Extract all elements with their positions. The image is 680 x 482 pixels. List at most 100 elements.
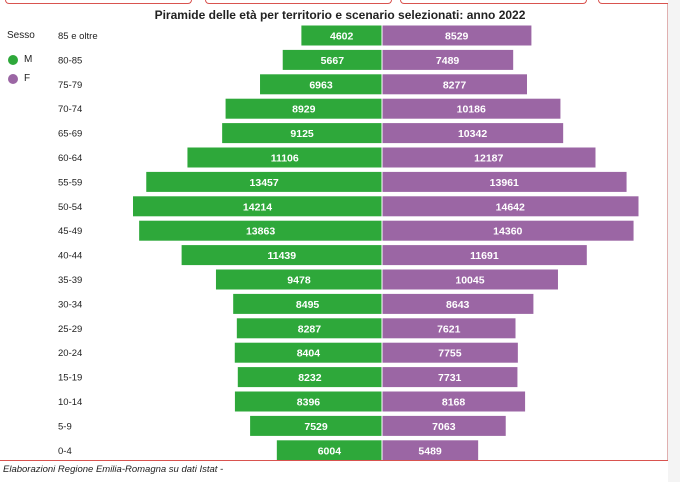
bar-male[interactable]: [133, 196, 382, 217]
bar-male[interactable]: [234, 342, 382, 363]
data-label-female: 7755: [438, 348, 462, 360]
data-label-male: 8232: [298, 372, 322, 384]
data-label-male: 8396: [297, 397, 321, 409]
age-group-label: 45-49: [58, 226, 82, 237]
legend-label-female: F: [24, 73, 31, 84]
age-group-label: 50-54: [58, 202, 82, 213]
data-label-female: 8277: [443, 79, 467, 91]
data-label-male: 11439: [267, 250, 296, 262]
age-group-label: 25-29: [58, 324, 82, 335]
data-label-male: 6963: [309, 79, 333, 91]
bar-female[interactable]: [382, 196, 639, 217]
data-label-male: 13457: [250, 177, 279, 189]
scrollbar-gutter[interactable]: [668, 0, 680, 482]
bar-male[interactable]: [301, 25, 382, 46]
data-label-female: 7489: [436, 55, 460, 67]
bar-female[interactable]: [382, 245, 587, 266]
bar-female[interactable]: [382, 25, 532, 46]
data-label-male: 7529: [304, 421, 328, 433]
age-group-label: 75-79: [58, 80, 82, 91]
legend-title: Sesso: [7, 30, 35, 41]
age-group-label: 20-24: [58, 348, 82, 359]
bar-male[interactable]: [276, 440, 382, 460]
bar-male[interactable]: [225, 98, 382, 119]
age-group-label: 85 e oltre: [58, 31, 98, 42]
bar-female[interactable]: [382, 49, 514, 70]
data-label-female: 14360: [493, 226, 522, 238]
age-group-label: 60-64: [58, 153, 82, 164]
data-label-female: 12187: [474, 153, 503, 165]
legend-swatch-male: [8, 54, 18, 65]
bar-female[interactable]: [382, 147, 596, 168]
age-group-label: 10-14: [58, 397, 82, 408]
legend-swatch-female: [8, 73, 18, 84]
bar-female[interactable]: [382, 269, 558, 290]
data-label-male: 8929: [292, 104, 316, 116]
bar-female[interactable]: [382, 342, 518, 363]
bar-female[interactable]: [382, 440, 479, 460]
bar-female[interactable]: [382, 74, 527, 95]
source-note: Elaborazioni Regione Emilia-Romagna su d…: [3, 464, 224, 475]
age-group-label: 0-4: [58, 446, 72, 457]
data-label-female: 13961: [490, 177, 519, 189]
bar-female[interactable]: [382, 171, 627, 192]
legend-label-male: M: [24, 54, 33, 65]
bar-male[interactable]: [282, 49, 382, 70]
data-label-male: 8287: [298, 323, 322, 335]
bar-female[interactable]: [382, 98, 561, 119]
data-label-male: 8495: [296, 299, 320, 311]
age-group-label: 35-39: [58, 275, 82, 286]
data-label-female: 7731: [438, 372, 462, 384]
footer-divider: [0, 460, 668, 461]
data-label-female: 8168: [442, 397, 466, 409]
legend-item-male[interactable]: M: [8, 54, 32, 65]
bar-male[interactable]: [187, 147, 382, 168]
age-group-label: 80-85: [58, 55, 82, 66]
data-label-female: 14642: [496, 201, 525, 213]
bar-male[interactable]: [233, 293, 382, 314]
legend-item-female[interactable]: F: [8, 73, 30, 84]
data-label-male: 13863: [246, 226, 275, 238]
top-toolbar-strip: [0, 0, 680, 4]
age-group-label: 15-19: [58, 373, 82, 384]
data-label-male: 14214: [243, 201, 272, 213]
age-group-label: 65-69: [58, 129, 82, 140]
bar-female[interactable]: [382, 123, 564, 144]
data-label-male: 5667: [321, 55, 345, 67]
data-label-male: 6004: [318, 445, 342, 457]
age-group-label: 55-59: [58, 177, 82, 188]
data-label-female: 11691: [470, 250, 499, 262]
data-label-female: 10045: [455, 275, 484, 287]
bar-male[interactable]: [215, 269, 382, 290]
age-group-label: 70-74: [58, 104, 82, 115]
bar-female[interactable]: [382, 391, 526, 412]
bar-male[interactable]: [146, 171, 382, 192]
age-group-label: 5-9: [58, 421, 72, 432]
data-label-female: 7063: [432, 421, 456, 433]
bar-male[interactable]: [234, 391, 382, 412]
bar-female[interactable]: [382, 367, 518, 388]
bar-male[interactable]: [236, 318, 382, 339]
data-label-female: 10186: [457, 104, 486, 116]
data-label-male: 9478: [287, 275, 311, 287]
bar-female[interactable]: [382, 318, 516, 339]
data-label-female: 8643: [446, 299, 470, 311]
data-label-male: 9125: [290, 128, 314, 140]
frame-border: [667, 4, 668, 460]
bar-female[interactable]: [382, 293, 534, 314]
bar-male[interactable]: [250, 415, 382, 436]
data-label-male: 4602: [330, 31, 354, 43]
bar-male[interactable]: [237, 367, 382, 388]
bar-male[interactable]: [181, 245, 382, 266]
data-label-male: 8404: [297, 348, 321, 360]
bar-female[interactable]: [382, 415, 506, 436]
bar-female[interactable]: [382, 220, 634, 241]
bar-male[interactable]: [222, 123, 382, 144]
pyramid-chart: 85 e oltre 4602 8529 80-85 5667 7489 75-79 6963…: [58, 24, 639, 460]
data-label-female: 8529: [445, 31, 469, 43]
bar-male[interactable]: [260, 74, 382, 95]
age-group-label: 40-44: [58, 251, 82, 262]
bar-male[interactable]: [139, 220, 382, 241]
data-label-female: 5489: [418, 445, 442, 457]
data-label-female: 7621: [437, 323, 461, 335]
